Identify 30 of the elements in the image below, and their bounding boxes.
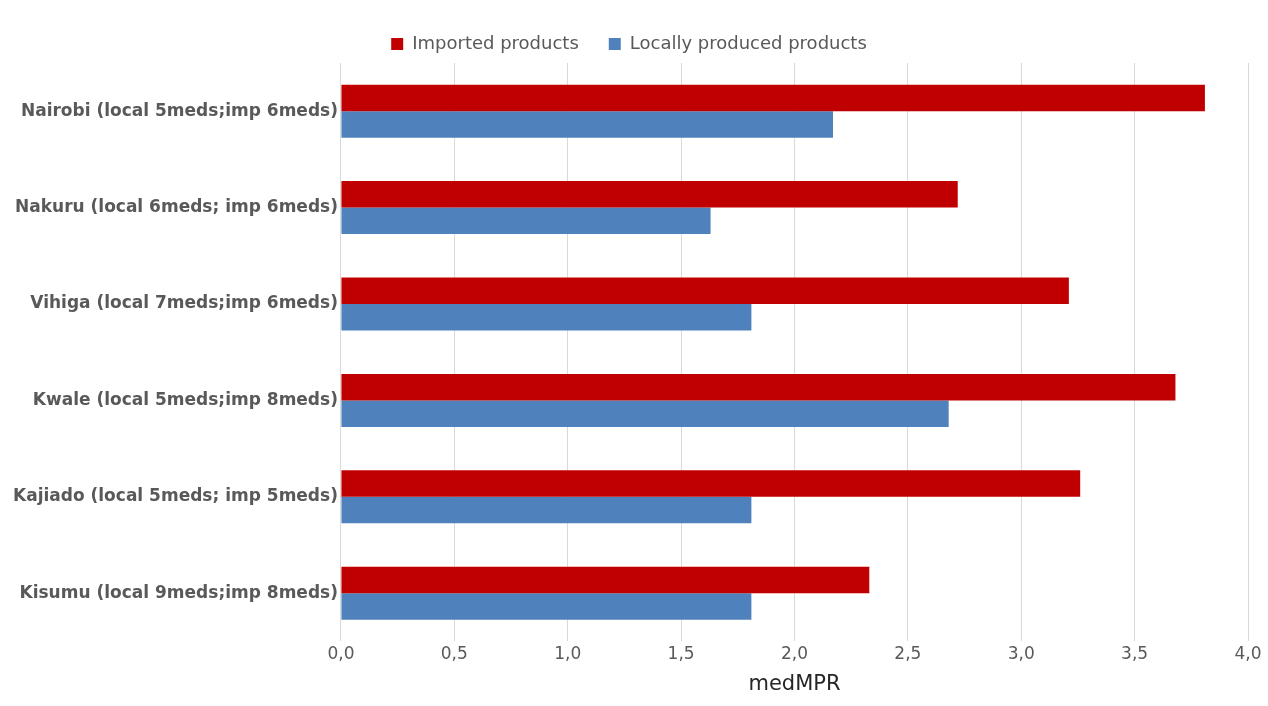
bar (341, 470, 1081, 497)
x-tick-label: 3,0 (1007, 643, 1035, 664)
legend-label: Imported products (412, 31, 579, 53)
bar (341, 593, 752, 620)
bar (341, 304, 752, 331)
y-tick-label: Kisumu (local 9meds;imp 8meds) (19, 581, 338, 602)
legend-label: Locally produced products (629, 31, 867, 53)
x-tick-label: 0,0 (327, 643, 355, 664)
bar (341, 277, 1069, 304)
bar (341, 496, 752, 524)
y-tick-label: Kajiado (local 5meds; imp 5meds) (12, 485, 338, 506)
x-tick-label: 1,5 (667, 643, 695, 664)
x-tick-label: 2,5 (894, 643, 922, 664)
x-axis-title: medMPR (748, 670, 841, 695)
bar (341, 111, 834, 138)
x-tick-label: 4,0 (1234, 643, 1262, 664)
y-tick-label: Vihiga (local 7meds;imp 6meds) (30, 292, 338, 313)
bar (341, 373, 1176, 401)
x-tick-label: 0,5 (440, 643, 468, 664)
y-tick-label: Nakuru (local 6meds; imp 6meds) (15, 196, 338, 217)
bar (341, 181, 958, 208)
bar (341, 400, 949, 427)
y-tick-label: Nairobi (local 5meds;imp 6meds) (20, 99, 338, 120)
bar (341, 207, 711, 235)
x-tick-label: 1,0 (554, 643, 582, 664)
y-tick-label: Kwale (local 5meds;imp 8meds) (32, 388, 338, 409)
bar (341, 84, 1205, 112)
x-tick-label: 2,0 (780, 643, 808, 664)
x-tick-label: 3,5 (1121, 643, 1149, 664)
bar (341, 566, 870, 594)
